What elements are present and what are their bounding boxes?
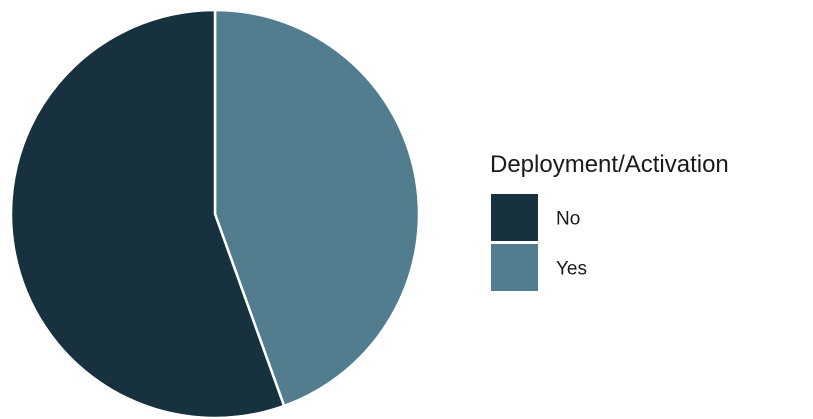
- pie-slices: [9, 8, 421, 419]
- legend-swatch-yes: [491, 244, 538, 291]
- pie-slice-yes: [213, 8, 421, 408]
- legend-label-yes: Yes: [556, 259, 587, 280]
- legend: Deployment/Activation No Yes: [490, 151, 729, 291]
- legend-items: No Yes: [491, 194, 587, 291]
- legend-title: Deployment/Activation: [490, 151, 729, 178]
- pie-slice-no: [9, 8, 286, 419]
- legend-label-no: No: [556, 209, 580, 230]
- legend-swatch-no: [491, 194, 538, 241]
